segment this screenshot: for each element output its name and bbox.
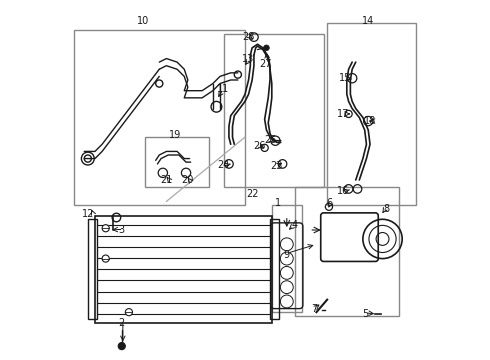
Text: 11: 11 (218, 84, 230, 94)
Bar (88, 219, 97, 319)
Text: 12: 12 (82, 209, 94, 219)
Text: 23: 23 (270, 161, 283, 171)
Circle shape (264, 45, 270, 51)
Text: 16: 16 (337, 186, 349, 196)
Bar (270, 219, 279, 319)
Text: 15: 15 (339, 73, 351, 83)
Circle shape (345, 111, 352, 117)
Text: 10: 10 (137, 16, 149, 26)
Circle shape (102, 225, 109, 232)
Text: 21: 21 (160, 175, 172, 185)
Text: 6: 6 (326, 198, 332, 208)
Text: 28: 28 (243, 32, 255, 42)
Text: 13: 13 (243, 54, 255, 64)
Text: 9: 9 (283, 250, 289, 260)
Text: 8: 8 (383, 203, 389, 213)
Text: 24: 24 (218, 160, 230, 170)
Text: 19: 19 (169, 130, 181, 140)
Text: 26: 26 (253, 141, 266, 151)
Bar (95, 216, 272, 323)
Text: 17: 17 (337, 109, 349, 119)
Text: 4: 4 (291, 220, 297, 230)
Text: 25: 25 (265, 135, 277, 145)
Text: 27: 27 (260, 59, 272, 69)
Text: 14: 14 (362, 16, 374, 26)
Text: 18: 18 (364, 116, 376, 126)
Circle shape (118, 342, 125, 350)
Circle shape (125, 309, 132, 316)
Text: 2: 2 (119, 318, 125, 328)
Text: 7: 7 (312, 303, 318, 314)
Text: 5: 5 (363, 309, 369, 319)
Text: 22: 22 (246, 189, 258, 199)
Circle shape (102, 255, 109, 262)
Text: 20: 20 (182, 175, 194, 185)
Text: 1: 1 (275, 198, 281, 208)
Text: 3: 3 (119, 225, 125, 235)
